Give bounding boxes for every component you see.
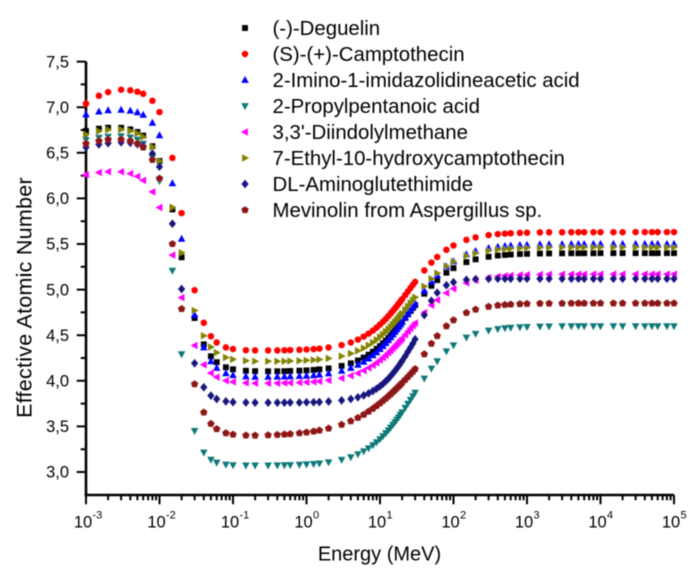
svg-text:Energy (MeV): Energy (MeV) xyxy=(318,544,441,566)
svg-text:10: 10 xyxy=(221,514,239,532)
svg-text:Effective Atomic Number: Effective Atomic Number xyxy=(13,177,37,418)
svg-text:10: 10 xyxy=(294,514,312,532)
svg-text:4: 4 xyxy=(607,510,613,522)
svg-text:10: 10 xyxy=(147,514,165,532)
svg-text:4,5: 4,5 xyxy=(46,327,69,345)
svg-text:-2: -2 xyxy=(166,510,176,522)
svg-text:10: 10 xyxy=(662,514,680,532)
svg-text:0: 0 xyxy=(313,510,319,522)
svg-text:(S)-(+)-Camptothecin: (S)-(+)-Camptothecin xyxy=(273,44,465,66)
svg-text:7-Ethyl-10-hydroxycamptothecin: 7-Ethyl-10-hydroxycamptothecin xyxy=(273,148,565,170)
svg-text:10: 10 xyxy=(441,514,459,532)
svg-text:Mevinolin from Aspergillus sp.: Mevinolin from Aspergillus sp. xyxy=(273,200,543,222)
svg-text:1: 1 xyxy=(387,510,393,522)
svg-text:7,0: 7,0 xyxy=(46,99,69,117)
svg-text:10: 10 xyxy=(588,514,606,532)
svg-text:2-Propylpentanoic acid: 2-Propylpentanoic acid xyxy=(273,96,480,118)
svg-text:-3: -3 xyxy=(93,510,103,522)
svg-text:3,0: 3,0 xyxy=(46,464,69,482)
svg-text:DL-Aminoglutethimide: DL-Aminoglutethimide xyxy=(273,174,474,196)
svg-text:-1: -1 xyxy=(240,510,250,522)
svg-text:4,0: 4,0 xyxy=(46,373,69,391)
svg-text:10: 10 xyxy=(368,514,386,532)
svg-text:6,5: 6,5 xyxy=(46,145,69,163)
svg-text:7,5: 7,5 xyxy=(46,53,69,71)
svg-text:3,5: 3,5 xyxy=(46,418,69,436)
svg-text:6,0: 6,0 xyxy=(46,190,69,208)
svg-text:10: 10 xyxy=(74,514,92,532)
svg-text:5,0: 5,0 xyxy=(46,281,69,299)
svg-text:2: 2 xyxy=(460,510,466,522)
svg-text:5,5: 5,5 xyxy=(46,236,69,254)
svg-text:10: 10 xyxy=(515,514,533,532)
svg-text:(-)-Deguelin: (-)-Deguelin xyxy=(273,18,381,40)
svg-text:3: 3 xyxy=(534,510,540,522)
svg-text:5: 5 xyxy=(681,510,687,522)
svg-text:3,3'-Diindolylmethane: 3,3'-Diindolylmethane xyxy=(273,122,468,144)
svg-text:2-Imino-1-imidazolidineacetic: 2-Imino-1-imidazolidineacetic acid xyxy=(273,70,580,92)
